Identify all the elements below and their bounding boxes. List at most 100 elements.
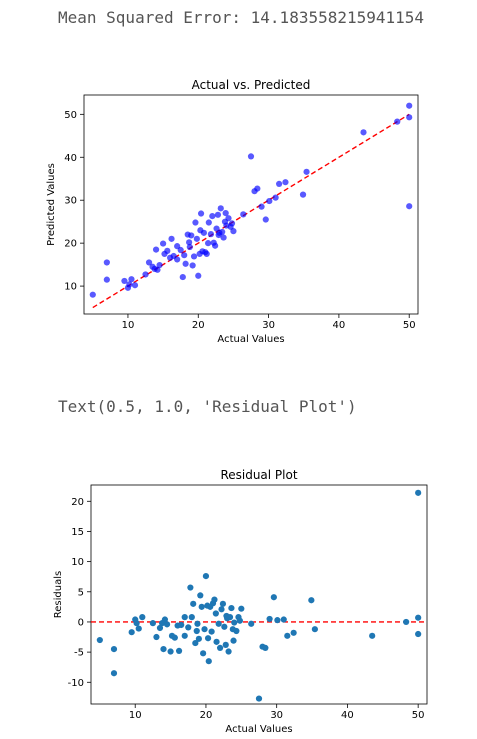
data-point [178,621,185,629]
data-point [139,614,146,621]
data-point [195,635,202,642]
data-point [213,638,220,645]
data-point [212,610,219,617]
data-point [156,261,163,269]
data-point [103,276,110,283]
data-point [217,205,224,212]
data-point [181,252,188,259]
data-point [145,259,153,266]
data-point [110,645,118,653]
data-point [415,489,422,496]
data-point [280,616,287,623]
data-point [177,246,184,254]
y-tick-label: 20 [71,497,84,508]
y-tick-label: -10 [68,678,84,689]
data-point [193,235,200,242]
data-point [185,624,192,631]
data-point [248,620,255,627]
data-point [182,260,189,267]
y-tick-label: 10 [64,282,77,293]
data-point [240,211,247,218]
data-point [303,168,310,175]
data-point [149,620,156,627]
data-point [228,604,235,612]
data-point [221,623,228,630]
data-point [201,626,208,633]
actual-vs-predicted-chart: Actual vs. Predicted 10 20 30 40 50 10 20 30 40… [46,78,419,345]
data-point [233,627,240,635]
data-point [197,592,204,599]
data-point [360,129,367,136]
y-tick-label: 0 [78,617,84,628]
data-point [274,617,281,624]
data-point [202,572,210,580]
y-tick-label: -5 [74,648,84,659]
data-point [216,644,224,651]
data-point [161,616,169,623]
data-point [231,619,238,626]
data-point [192,219,199,226]
x-tick-label: 20 [192,320,205,331]
y-axis-label: Predicted Values [46,163,57,246]
data-point [254,185,261,192]
data-point [299,191,307,198]
data-point [406,203,413,210]
data-point [131,282,139,289]
data-point [156,624,164,632]
x-tick-label: 30 [262,320,275,331]
x-tick-label: 40 [341,710,354,721]
data-point [266,197,273,205]
data-point [223,612,230,620]
mse-output-text: Mean Squared Error: 14.183558215941154 [58,8,425,27]
residual-plot-chart: Residual Plot 10 20 30 40 50 -10 -5 0 5 10 15 20 A… [53,468,428,735]
x-tick-label: 10 [129,710,142,721]
data-point [266,615,273,623]
data-point [188,232,195,239]
data-point [394,118,401,125]
data-point [174,256,181,263]
y-tick-label: 5 [78,587,84,598]
data-point [160,645,167,653]
data-point [154,266,161,273]
data-point [187,584,194,591]
data-point [415,614,422,621]
data-point [197,210,205,217]
data-point [308,597,315,604]
data-point [164,247,171,254]
data-point [215,231,222,239]
x-tick-label: 50 [412,710,425,721]
data-point [230,228,237,235]
data-point [272,194,279,201]
x-axis-label: Actual Values [225,724,292,735]
data-point [193,627,200,635]
data-point [230,637,237,644]
data-point [212,242,219,249]
data-point [290,629,297,636]
data-point [207,231,215,238]
data-point [171,634,178,641]
data-point [215,620,222,627]
x-tick-label: 40 [333,320,346,331]
data-point [128,629,135,636]
data-point [406,114,413,121]
data-point [175,647,183,655]
y-tick-label: 15 [71,527,84,538]
reference-line [92,113,410,309]
data-point [194,620,201,627]
data-point [406,102,413,109]
data-point [121,277,128,285]
data-point [219,600,227,607]
text-repr-output: Text(0.5, 1.0, 'Residual Plot') [58,397,357,416]
data-point [220,234,227,241]
data-point [276,180,283,187]
data-point [189,262,196,269]
chart-title: Residual Plot [220,468,297,482]
data-point [262,216,269,223]
data-point [282,179,289,186]
chart-title: Actual vs. Predicted [192,78,311,92]
data-point [186,243,193,251]
data-point [218,606,225,613]
x-tick-label: 20 [200,710,213,721]
data-point [198,603,205,610]
y-tick-label: 40 [64,153,77,164]
